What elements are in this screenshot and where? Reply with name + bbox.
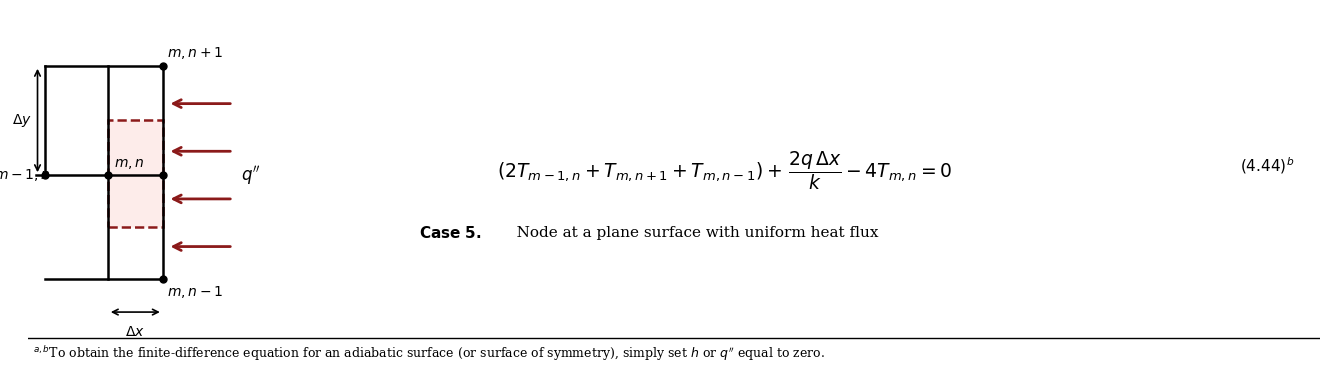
Text: $(2T_{m-1,n} + T_{m,n+1} + T_{m,n-1}) +\, \dfrac{2q\, \Delta x}{k} - 4T_{m,n} = : $(2T_{m-1,n} + T_{m,n+1} + T_{m,n-1}) +\… [497,149,952,192]
Bar [108,120,162,227]
Text: $m, n-1$: $m, n-1$ [166,284,223,300]
Text: $\Delta y$: $\Delta y$ [12,112,32,129]
Text: $m-1, n$: $m-1, n$ [0,167,50,183]
Text: $^{a,b}$To obtain the finite-difference equation for an adiabatic surface (or su: $^{a,b}$To obtain the finite-difference … [33,344,824,363]
Text: $m, n$: $m, n$ [114,157,144,171]
Text: Node at a plane surface with uniform heat flux: Node at a plane surface with uniform hea… [502,226,878,240]
Text: $m, n+1$: $m, n+1$ [166,45,223,61]
Text: $(4.44)^{b}$: $(4.44)^{b}$ [1240,155,1295,176]
Text: $\mathbf{Case\ 5.}$: $\mathbf{Case\ 5.}$ [419,225,482,241]
Text: $\Delta x$: $\Delta x$ [125,325,145,339]
Text: $q''$: $q''$ [240,164,260,187]
